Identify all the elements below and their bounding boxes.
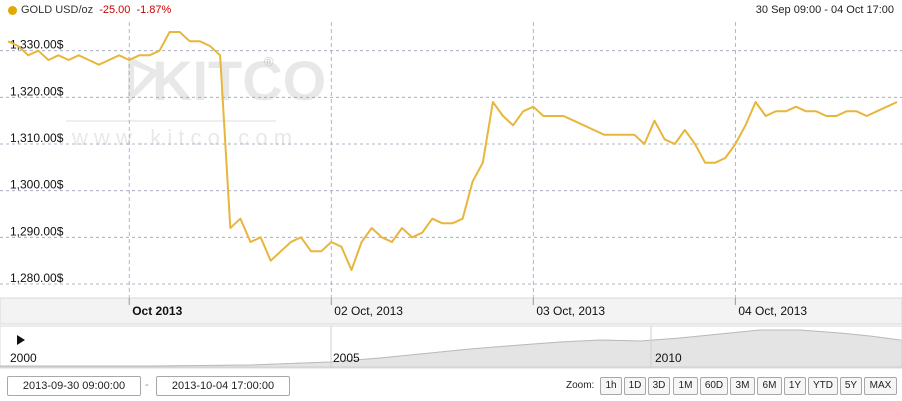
zoom-button-3d[interactable]: 3D — [648, 377, 670, 395]
zoom-button-5y[interactable]: 5Y — [840, 377, 862, 395]
watermark-brand: KITCO — [152, 49, 326, 112]
zoom-button-1y[interactable]: 1Y — [784, 377, 806, 395]
registered-mark: ® — [264, 54, 274, 69]
kitco-watermark: KITCO w w w . k i t c o . c o m — [71, 49, 326, 150]
y-tick-label: 1,300.00$ — [10, 178, 64, 192]
range-to-input[interactable]: 2013-10-04 17:00:00 — [156, 376, 290, 396]
kitco-logo-mark — [128, 56, 160, 104]
change-percent: -1.87% — [136, 4, 172, 16]
series-legend: GOLD USD/oz -25.00 -1.87% — [21, 4, 171, 16]
zoom-button-1d[interactable]: 1D — [624, 377, 646, 395]
navigator-history-line — [0, 329, 901, 367]
y-tick-label: 1,330.00$ — [10, 38, 64, 52]
play-icon[interactable] — [17, 335, 25, 345]
y-tick-label: 1,320.00$ — [10, 84, 64, 98]
navigator-year-2005: 2005 — [333, 351, 360, 365]
y-tick-label: 1,280.00$ — [10, 271, 64, 285]
navigator-year-2000: 2000 — [10, 351, 37, 365]
y-axis: 1,280.00$ 1,290.00$ 1,300.00$ 1,310.00$ 1,32… — [10, 38, 64, 285]
x-tick-label: 03 Oct, 2013 — [536, 304, 605, 318]
zoom-button-1h[interactable]: 1h — [600, 377, 622, 395]
zoom-button-1m[interactable]: 1M — [673, 377, 698, 395]
price-series-line — [7, 31, 898, 271]
series-legend-dot — [8, 6, 17, 15]
x-axis-band — [0, 297, 902, 325]
date-range-label: 30 Sep 09:00 - 04 Oct 17:00 — [755, 4, 894, 16]
range-from-input[interactable]: 2013-09-30 09:00:00 — [7, 376, 141, 396]
x-tick-label: 02 Oct, 2013 — [334, 304, 403, 318]
change-value: -25.00 — [99, 4, 131, 16]
range-separator: - — [145, 379, 149, 391]
y-tick-label: 1,310.00$ — [10, 131, 64, 145]
instrument-label: GOLD USD/oz — [21, 4, 94, 16]
watermark-url: w w w . k i t c o . c o m — [71, 125, 292, 150]
zoom-button-6m[interactable]: 6M — [757, 377, 782, 395]
x-tick-label: Oct 2013 — [132, 304, 182, 318]
zoom-label: Zoom: — [566, 380, 595, 391]
x-axis: Oct 2013 02 Oct, 2013 03 Oct, 2013 04 Oct, … — [128, 298, 807, 318]
zoom-button-60d[interactable]: 60D — [700, 377, 728, 395]
navigator[interactable]: 2000 2005 2010 — [0, 325, 902, 369]
y-tick-label: 1,290.00$ — [10, 224, 64, 238]
navigator-year-2010: 2010 — [655, 351, 682, 365]
price-chart[interactable]: KITCO w w w . k i t c o . c o m ® 1,280.… — [0, 0, 902, 370]
x-tick-label: 04 Oct, 2013 — [738, 304, 807, 318]
zoom-button-max[interactable]: MAX — [864, 377, 897, 395]
grid — [0, 22, 902, 324]
zoom-button-3m[interactable]: 3M — [730, 377, 755, 395]
series-area — [7, 31, 898, 271]
zoom-button-ytd[interactable]: YTD — [808, 377, 838, 395]
